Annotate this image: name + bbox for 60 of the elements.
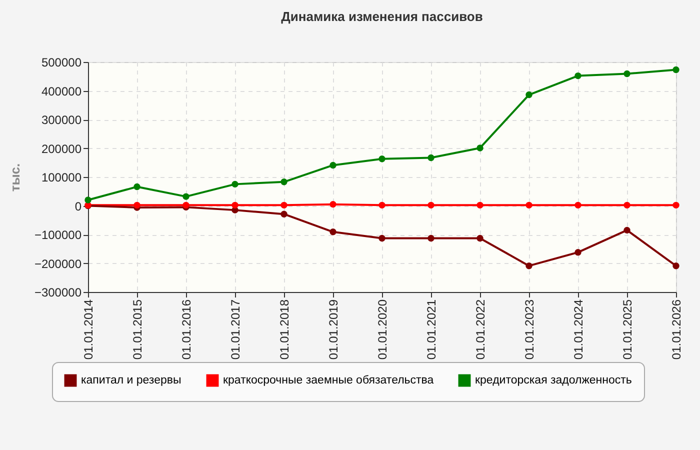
point xyxy=(134,202,140,209)
point xyxy=(526,202,532,209)
point xyxy=(232,180,238,188)
x-tick-label: 01.01.2020 xyxy=(376,299,390,360)
legend-label: краткосрочные заемные обязательства xyxy=(223,374,434,387)
point xyxy=(476,234,484,242)
point xyxy=(378,202,386,209)
point xyxy=(182,193,190,200)
point xyxy=(574,248,582,256)
point xyxy=(672,202,680,209)
point xyxy=(330,228,336,236)
point xyxy=(672,262,680,270)
x-tick-label: 01.01.2022 xyxy=(474,299,488,360)
x-tick-label: 01.01.2021 xyxy=(424,299,438,360)
x-tick-label: 01.01.2026 xyxy=(670,299,684,360)
chart-title: Динамика изменения пассивов xyxy=(281,9,483,24)
point xyxy=(134,183,140,190)
x-tick-label: 01.01.2014 xyxy=(82,299,96,360)
point xyxy=(330,200,336,208)
x-tick-label: 01.01.2015 xyxy=(130,299,144,360)
point xyxy=(330,162,336,169)
legend-label: капитал и резервы xyxy=(81,374,182,387)
x-tick-label: 01.01.2018 xyxy=(278,299,292,360)
point xyxy=(280,202,288,209)
y-tick-label: 500000 xyxy=(41,56,82,70)
x-tick-label: 01.01.2016 xyxy=(180,299,194,360)
legend-label: кредиторская задолженность xyxy=(475,374,632,387)
y-axis-title: тыс. xyxy=(7,163,22,192)
point xyxy=(574,202,582,209)
point xyxy=(378,234,386,242)
x-tick-label: 01.01.2024 xyxy=(572,299,586,360)
y-tick-label: 0 xyxy=(74,199,82,214)
x-tick-label: 01.01.2019 xyxy=(326,299,340,360)
point xyxy=(280,178,288,186)
point xyxy=(280,210,288,218)
x-tick-label: 01.01.2017 xyxy=(228,299,242,360)
point xyxy=(476,202,484,209)
point xyxy=(624,226,630,234)
point xyxy=(476,144,484,152)
point xyxy=(574,72,582,80)
x-tick-label: 01.01.2023 xyxy=(522,299,536,360)
y-tick-label: 100000 xyxy=(41,170,82,184)
point xyxy=(624,202,630,209)
point xyxy=(84,196,92,204)
point xyxy=(428,202,434,209)
y-tick-label: 400000 xyxy=(41,84,82,98)
point xyxy=(428,154,434,162)
point xyxy=(624,70,630,78)
point xyxy=(378,156,386,162)
y-tick-label: 200000 xyxy=(41,142,82,156)
point xyxy=(428,234,434,242)
y-tick-label: −200000 xyxy=(34,256,82,271)
point xyxy=(526,262,532,270)
y-tick-label: −100000 xyxy=(34,228,82,242)
point xyxy=(672,66,680,74)
x-tick-label: 01.01.2025 xyxy=(620,299,634,360)
point xyxy=(526,91,532,98)
point xyxy=(232,202,238,209)
y-tick-label: −300000 xyxy=(34,286,82,300)
y-tick-label: 300000 xyxy=(41,113,82,127)
